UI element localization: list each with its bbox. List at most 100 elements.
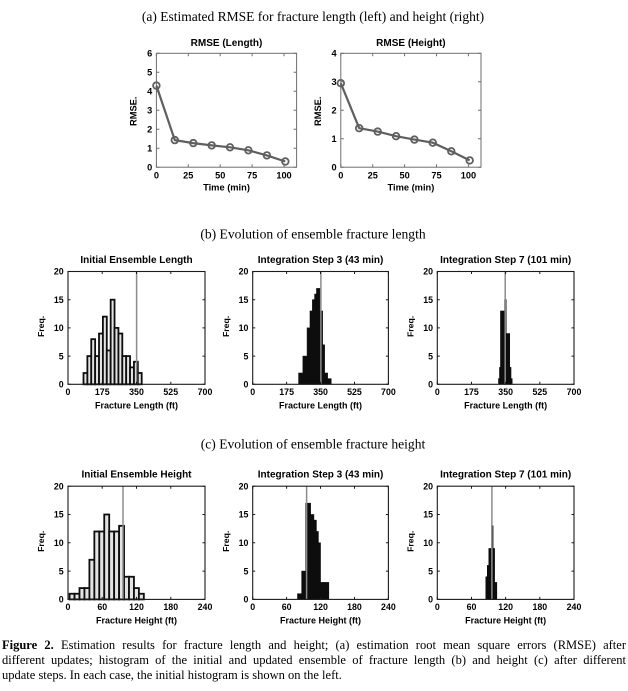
- svg-text:(c) Evolution of ensemble frac: (c) Evolution of ensemble fracture heigh…: [201, 437, 426, 453]
- svg-text:525: 525: [347, 387, 362, 397]
- svg-text:1: 1: [331, 134, 336, 144]
- svg-text:2: 2: [331, 106, 336, 116]
- svg-text:0: 0: [66, 387, 71, 397]
- svg-text:60: 60: [282, 602, 292, 612]
- svg-text:175: 175: [95, 387, 110, 397]
- svg-text:3: 3: [147, 106, 152, 116]
- svg-text:Integration Step 7 (101 min): Integration Step 7 (101 min): [440, 470, 571, 481]
- svg-text:5: 5: [428, 566, 433, 576]
- svg-text:3: 3: [331, 77, 336, 87]
- svg-text:100: 100: [276, 171, 291, 181]
- svg-text:Initial Ensemble Length: Initial Ensemble Length: [80, 255, 192, 266]
- svg-text:5: 5: [59, 351, 64, 361]
- svg-text:525: 525: [163, 387, 178, 397]
- svg-text:Freq.: Freq.: [221, 531, 231, 552]
- svg-text:5: 5: [147, 68, 152, 78]
- svg-text:(b) Evolution of ensemble frac: (b) Evolution of ensemble fracture lengt…: [200, 227, 426, 243]
- svg-text:0: 0: [250, 602, 255, 612]
- svg-text:15: 15: [239, 510, 249, 520]
- svg-text:Time (min): Time (min): [203, 182, 250, 192]
- svg-text:Time (min): Time (min): [387, 182, 434, 192]
- svg-text:0: 0: [338, 171, 343, 181]
- svg-text:120: 120: [129, 602, 144, 612]
- svg-text:Freq.: Freq.: [405, 316, 415, 337]
- svg-text:10: 10: [239, 538, 249, 548]
- svg-text:180: 180: [347, 602, 362, 612]
- svg-text:5: 5: [59, 566, 64, 576]
- svg-text:20: 20: [239, 481, 249, 491]
- svg-text:Freq.: Freq.: [36, 316, 46, 337]
- svg-text:2: 2: [147, 125, 152, 135]
- svg-text:5: 5: [428, 351, 433, 361]
- svg-text:Fracture Height (ft): Fracture Height (ft): [465, 616, 546, 626]
- svg-text:0: 0: [435, 387, 440, 397]
- svg-text:0: 0: [66, 602, 71, 612]
- svg-text:Initial Ensemble Height: Initial Ensemble Height: [81, 470, 192, 481]
- svg-text:0: 0: [59, 380, 64, 390]
- svg-text:25: 25: [183, 171, 193, 181]
- svg-text:RMSE (Height): RMSE (Height): [376, 38, 445, 49]
- svg-text:75: 75: [247, 171, 257, 181]
- svg-text:10: 10: [423, 323, 433, 333]
- svg-text:0: 0: [435, 602, 440, 612]
- svg-text:0: 0: [243, 380, 248, 390]
- svg-text:120: 120: [498, 602, 513, 612]
- svg-text:60: 60: [467, 602, 477, 612]
- svg-text:15: 15: [423, 295, 433, 305]
- svg-text:4: 4: [147, 87, 153, 97]
- svg-text:180: 180: [532, 602, 547, 612]
- svg-text:Fracture Length (ft): Fracture Length (ft): [95, 401, 178, 411]
- svg-text:20: 20: [54, 481, 64, 491]
- svg-text:0: 0: [243, 595, 248, 605]
- svg-text:75: 75: [431, 171, 441, 181]
- svg-text:0: 0: [428, 595, 433, 605]
- svg-text:120: 120: [313, 602, 328, 612]
- svg-text:240: 240: [567, 602, 582, 612]
- svg-text:350: 350: [498, 387, 513, 397]
- svg-text:240: 240: [381, 602, 396, 612]
- svg-text:50: 50: [399, 171, 409, 181]
- svg-text:10: 10: [423, 538, 433, 548]
- svg-text:175: 175: [464, 387, 479, 397]
- svg-text:6: 6: [147, 49, 152, 59]
- svg-text:0: 0: [154, 171, 159, 181]
- svg-text:525: 525: [532, 387, 547, 397]
- svg-text:20: 20: [239, 267, 249, 277]
- svg-text:175: 175: [279, 387, 294, 397]
- svg-text:0: 0: [147, 163, 152, 173]
- svg-text:0: 0: [331, 163, 336, 173]
- svg-text:RMSE.: RMSE.: [129, 97, 139, 126]
- svg-text:1: 1: [147, 144, 152, 154]
- svg-text:180: 180: [163, 602, 178, 612]
- svg-text:15: 15: [54, 295, 64, 305]
- svg-text:50: 50: [215, 171, 225, 181]
- svg-text:5: 5: [243, 351, 248, 361]
- svg-text:350: 350: [313, 387, 328, 397]
- svg-text:Integration Step 7 (101 min): Integration Step 7 (101 min): [440, 255, 571, 266]
- svg-text:Integration Step 3 (43 min): Integration Step 3 (43 min): [258, 255, 384, 266]
- svg-text:4: 4: [331, 49, 337, 59]
- svg-text:15: 15: [423, 510, 433, 520]
- svg-text:20: 20: [54, 267, 64, 277]
- svg-text:5: 5: [243, 566, 248, 576]
- svg-text:RMSE.: RMSE.: [313, 97, 323, 126]
- svg-text:0: 0: [250, 387, 255, 397]
- svg-text:25: 25: [368, 171, 378, 181]
- svg-text:Fracture Height (ft): Fracture Height (ft): [280, 616, 361, 626]
- svg-text:Integration Step 3 (43 min): Integration Step 3 (43 min): [258, 470, 384, 481]
- svg-text:0: 0: [428, 380, 433, 390]
- svg-text:0: 0: [59, 595, 64, 605]
- svg-text:Freq.: Freq.: [36, 531, 46, 552]
- svg-text:700: 700: [198, 387, 213, 397]
- svg-text:Fracture Height (ft): Fracture Height (ft): [96, 616, 177, 626]
- svg-text:20: 20: [423, 267, 433, 277]
- svg-text:RMSE (Length): RMSE (Length): [191, 38, 263, 49]
- svg-text:60: 60: [97, 602, 107, 612]
- svg-text:(a) Estimated RMSE for fractur: (a) Estimated RMSE for fracture length (…: [142, 9, 484, 24]
- svg-text:15: 15: [54, 510, 64, 520]
- svg-text:10: 10: [54, 538, 64, 548]
- svg-text:10: 10: [239, 323, 249, 333]
- svg-text:700: 700: [381, 387, 396, 397]
- svg-text:700: 700: [567, 387, 582, 397]
- svg-text:20: 20: [423, 481, 433, 491]
